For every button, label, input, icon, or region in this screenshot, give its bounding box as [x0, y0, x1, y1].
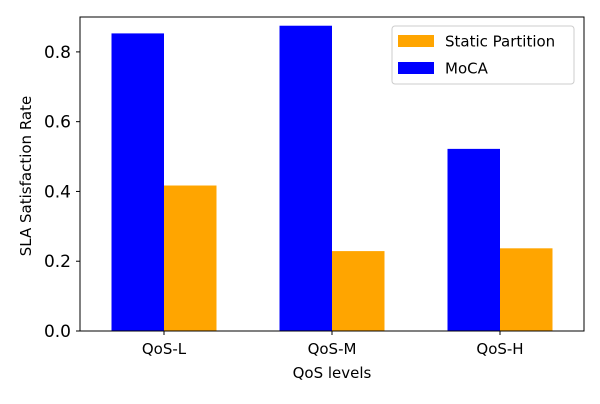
y-tick-label: 0.2	[44, 252, 71, 272]
bar-moca-qos-h	[447, 148, 500, 331]
y-axis-label: SLA Satisfaction Rate	[17, 96, 35, 256]
legend-label-static-partition: Static Partition	[445, 33, 555, 51]
bar-moca-qos-m	[279, 25, 332, 331]
bars-layer	[111, 25, 553, 332]
legend: Static Partition MoCA	[391, 25, 575, 85]
bar-static-partition-qos-m	[332, 251, 385, 331]
x-axis-label: QoS levels	[293, 364, 372, 382]
legend-frame	[391, 25, 575, 85]
y-tick-label: 0.4	[44, 182, 71, 202]
bar-static-partition-qos-h	[500, 248, 553, 331]
x-tick-label: QoS-M	[308, 340, 357, 358]
legend-swatch-moca	[398, 62, 434, 74]
y-tick-label: 0.6	[44, 113, 71, 133]
y-tick-label: 0.8	[44, 43, 71, 63]
y-tick-label: 0.0	[44, 322, 71, 342]
x-tick-label: QoS-L	[142, 340, 187, 358]
bar-static-partition-qos-l	[164, 185, 217, 331]
x-tick-label: QoS-H	[476, 340, 523, 358]
legend-label-moca: MoCA	[445, 60, 489, 78]
bar-moca-qos-l	[111, 33, 164, 332]
ticks-layer: QoS-L QoS-M QoS-H 0.0 0.2 0.4 0.6 0.8	[44, 43, 524, 358]
legend-swatch-static-partition	[398, 35, 434, 47]
